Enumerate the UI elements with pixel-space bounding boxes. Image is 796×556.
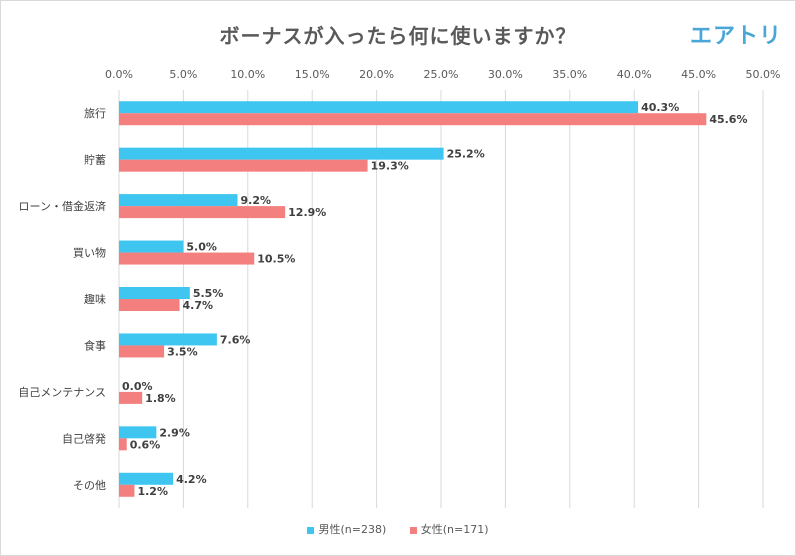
- bar: [119, 159, 368, 172]
- bar: [119, 113, 707, 126]
- x-tick-label: 20.0%: [359, 68, 394, 81]
- x-tick-label: 50.0%: [746, 68, 781, 81]
- category-label: その他: [73, 479, 106, 492]
- data-label: 25.2%: [447, 148, 485, 161]
- bar: [119, 426, 157, 439]
- x-tick-label: 15.0%: [295, 68, 330, 81]
- x-tick-label: 35.0%: [552, 68, 587, 81]
- data-label: 12.9%: [288, 206, 326, 219]
- data-label: 0.6%: [130, 438, 161, 451]
- x-tick-label: 45.0%: [681, 68, 716, 81]
- data-label: 40.3%: [641, 101, 679, 114]
- data-label: 0.0%: [122, 380, 153, 393]
- bar: [119, 484, 135, 497]
- bar: [119, 252, 255, 265]
- x-tick-label: 10.0%: [230, 68, 265, 81]
- data-label: 9.2%: [240, 194, 271, 207]
- data-label: 5.0%: [186, 241, 217, 254]
- bar: [119, 472, 174, 485]
- category-label: 貯蓄: [84, 154, 106, 167]
- data-label: 7.6%: [220, 333, 251, 346]
- legend-swatch-male: [307, 526, 315, 534]
- data-label: 4.7%: [183, 299, 214, 312]
- bar: [119, 345, 165, 358]
- x-tick-label: 25.0%: [424, 68, 459, 81]
- data-label: 3.5%: [167, 345, 198, 358]
- legend-label-female: 女性(n=171): [420, 523, 489, 536]
- legend: 男性(n=238) 女性(n=171): [0, 521, 796, 537]
- bar: [119, 206, 286, 219]
- category-label: ローン・借金返済: [19, 199, 106, 213]
- legend-label-male: 男性(n=238): [318, 523, 387, 536]
- data-label: 45.6%: [709, 113, 747, 126]
- legend-swatch-female: [409, 526, 417, 534]
- category-label: 食事: [84, 338, 106, 352]
- x-tick-label: 5.0%: [169, 68, 197, 81]
- bar: [119, 101, 639, 114]
- bar: [119, 287, 190, 299]
- data-label: 10.5%: [257, 253, 295, 266]
- x-tick-label: 40.0%: [617, 68, 652, 81]
- brand-logo: エアトリ: [690, 24, 783, 49]
- data-label: 1.8%: [145, 392, 176, 405]
- bar: [119, 391, 143, 404]
- data-label: 5.5%: [193, 287, 224, 300]
- category-label: 旅行: [84, 106, 106, 120]
- category-label: 趣味: [84, 292, 106, 306]
- data-label: 4.2%: [176, 473, 207, 486]
- data-label: 2.9%: [159, 426, 190, 439]
- x-tick-label: 0.0%: [105, 68, 133, 81]
- bar: [119, 333, 217, 346]
- legend-item-male: 男性(n=238): [307, 521, 386, 537]
- chart-title: ボーナスが入ったら何に使いますか？: [219, 24, 577, 48]
- bar: [119, 438, 127, 451]
- bar: [119, 299, 180, 311]
- legend-item-female: 女性(n=171): [409, 521, 489, 537]
- x-tick-label: 30.0%: [488, 68, 523, 81]
- data-label: 19.3%: [371, 160, 409, 173]
- bar: [119, 240, 184, 253]
- category-label: 自己啓発: [62, 431, 106, 445]
- bar: [119, 147, 444, 160]
- category-label: 自己メンテナンス: [18, 386, 106, 399]
- category-label: 買い物: [73, 246, 106, 260]
- data-label: 1.2%: [137, 485, 168, 498]
- bar: [119, 194, 238, 207]
